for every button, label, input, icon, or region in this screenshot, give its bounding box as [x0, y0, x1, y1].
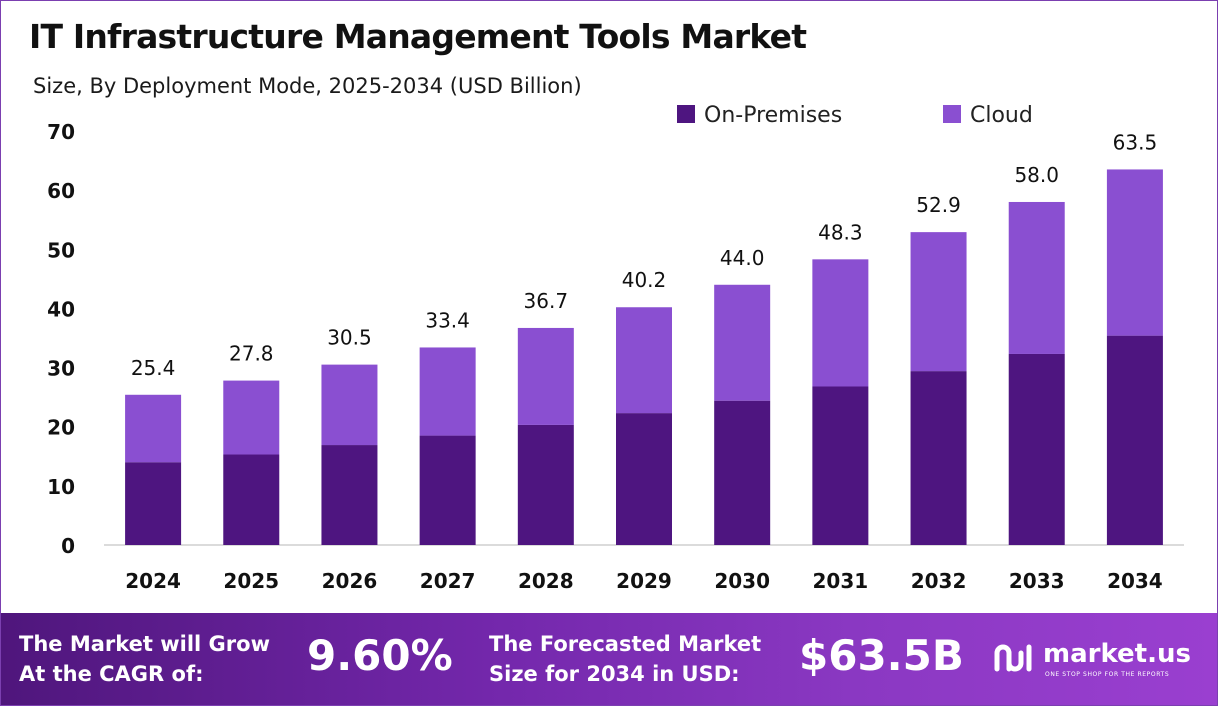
- y-tick-label: 10: [47, 475, 75, 499]
- x-tick-label-2031: 2031: [813, 569, 869, 593]
- y-tick-label: 30: [47, 357, 75, 381]
- forecast-label: The Forecasted Market Size for 2034 in U…: [489, 629, 761, 689]
- bar-cloud-2033: [1008, 201, 1065, 354]
- x-tick-label-2027: 2027: [420, 569, 476, 593]
- cagr-label-line1: The Market will Grow: [19, 632, 270, 656]
- cagr-value: 9.60%: [307, 631, 453, 680]
- total-label-2026: 30.5: [327, 326, 372, 350]
- marketus-logo-icon: [994, 644, 1032, 672]
- total-label-2031: 48.3: [818, 220, 863, 244]
- bar-cloud-2029: [616, 307, 672, 414]
- bar-on-premises-2024: [125, 462, 182, 545]
- logo-tagline: ONE STOP SHOP FOR THE REPORTS: [1045, 671, 1170, 678]
- chart-subtitle: Size, By Deployment Mode, 2025-2034 (USD…: [33, 74, 582, 98]
- bar-on-premises-2033: [1008, 353, 1065, 545]
- bar-on-premises-2031: [812, 386, 869, 545]
- x-tick-label-2033: 2033: [1009, 569, 1065, 593]
- chart-title: IT Infrastructure Management Tools Marke…: [29, 17, 807, 56]
- total-label-2030: 44.0: [720, 246, 765, 270]
- bar-on-premises-2032: [910, 371, 967, 545]
- x-tick-label-2025: 2025: [223, 569, 279, 593]
- y-tick-label: 60: [47, 179, 75, 203]
- bar-cloud-2025: [223, 380, 280, 455]
- total-label-2025: 27.8: [229, 342, 274, 366]
- y-tick-label: 70: [47, 120, 75, 144]
- x-tick-label-2034: 2034: [1107, 569, 1163, 593]
- legend-swatch-cloud: [943, 105, 961, 123]
- bar-on-premises-2027: [419, 435, 476, 545]
- total-label-2024: 25.4: [131, 356, 176, 380]
- total-label-2028: 36.7: [524, 289, 569, 313]
- x-tick-label-2026: 2026: [322, 569, 378, 593]
- y-tick-label: 20: [47, 416, 75, 440]
- total-label-2034: 63.5: [1113, 130, 1158, 154]
- legend-swatch-on-premises: [677, 105, 695, 123]
- bar-cloud-2030: [714, 284, 771, 401]
- bar-cloud-2024: [125, 394, 182, 463]
- bar-chart: 01020304050607025.4202427.8202530.520263…: [47, 103, 1184, 593]
- cagr-label-line2: At the CAGR of:: [19, 662, 204, 686]
- total-label-2033: 58.0: [1014, 163, 1059, 187]
- marketus-logo: market.us ONE STOP SHOP FOR THE REPORTS: [993, 637, 1213, 685]
- bar-on-premises-2026: [321, 445, 378, 545]
- bar-cloud-2026: [321, 364, 378, 446]
- forecast-label-line2: Size for 2034 in USD:: [489, 662, 740, 686]
- bar-on-premises-2030: [714, 400, 771, 545]
- bar-on-premises-2034: [1106, 335, 1163, 545]
- bar-on-premises-2028: [517, 424, 574, 545]
- bar-cloud-2028: [517, 327, 574, 425]
- logo-name: market.us: [1043, 639, 1191, 669]
- bar-on-premises-2029: [616, 413, 672, 545]
- x-tick-label-2030: 2030: [714, 569, 770, 593]
- y-tick-label: 50: [47, 238, 75, 262]
- bar-cloud-2032: [910, 232, 967, 372]
- forecast-value: $63.5B: [799, 631, 964, 680]
- bar-cloud-2027: [419, 347, 476, 436]
- total-label-2029: 40.2: [622, 268, 667, 292]
- bar-cloud-2034: [1106, 169, 1163, 336]
- total-label-2027: 33.4: [425, 308, 470, 332]
- bar-cloud-2031: [812, 259, 869, 387]
- x-tick-label-2029: 2029: [616, 569, 672, 593]
- x-tick-label-2024: 2024: [125, 569, 181, 593]
- bar-on-premises-2025: [223, 454, 280, 545]
- legend-label-on-premises: On-Premises: [704, 103, 842, 128]
- legend-label-cloud: Cloud: [970, 103, 1033, 128]
- x-tick-label-2028: 2028: [518, 569, 574, 593]
- x-tick-label-2032: 2032: [911, 569, 967, 593]
- cagr-label: The Market will Grow At the CAGR of:: [19, 629, 270, 689]
- y-tick-label: 40: [47, 297, 75, 321]
- total-label-2032: 52.9: [916, 193, 961, 217]
- forecast-label-line1: The Forecasted Market: [489, 632, 762, 656]
- footer-banner: The Market will Grow At the CAGR of: 9.6…: [1, 613, 1217, 705]
- y-tick-label: 0: [61, 534, 75, 558]
